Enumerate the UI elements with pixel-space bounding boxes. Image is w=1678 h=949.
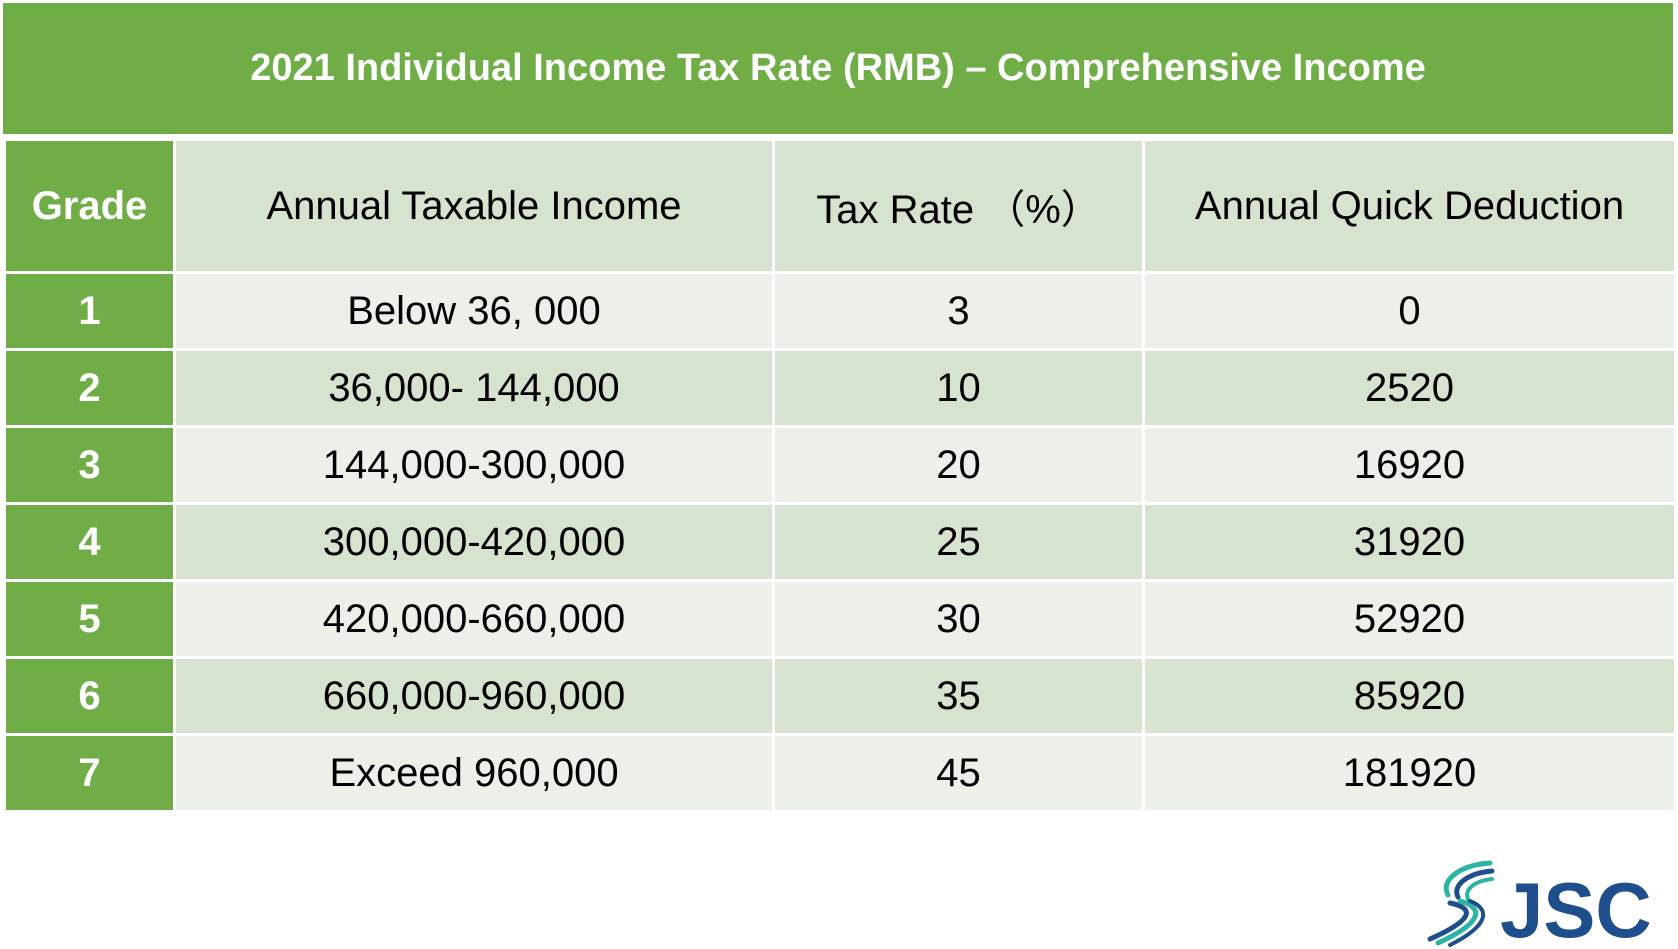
grade-cell: 2: [3, 348, 176, 428]
income-cell: 300,000-420,000: [173, 502, 775, 582]
table-row: 2 36,000- 144,000 10 2520: [3, 348, 1677, 428]
deduction-cell: 85920: [1142, 656, 1677, 736]
table-title: 2021 Individual Income Tax Rate (RMB) – …: [3, 3, 1673, 134]
grade-cell: 3: [3, 425, 176, 505]
table-row: 3 144,000-300,000 20 16920: [3, 425, 1677, 505]
table-row: 1 Below 36, 000 3 0: [3, 271, 1677, 351]
header-deduction: Annual Quick Deduction: [1142, 138, 1677, 274]
table-row: 5 420,000-660,000 30 52920: [3, 579, 1677, 659]
header-income: Annual Taxable Income: [173, 138, 775, 274]
table-row: 6 660,000-960,000 35 85920: [3, 656, 1677, 736]
header-grade: Grade: [3, 138, 176, 274]
rate-cell: 25: [772, 502, 1145, 582]
income-cell: Below 36, 000: [173, 271, 775, 351]
deduction-cell: 31920: [1142, 502, 1677, 582]
grade-cell: 4: [3, 502, 176, 582]
income-cell: 144,000-300,000: [173, 425, 775, 505]
tax-rate-table: Grade Annual Taxable Income Tax Rate （%）…: [3, 138, 1677, 813]
header-rate: Tax Rate （%）: [772, 138, 1145, 274]
rate-cell: 35: [772, 656, 1145, 736]
deduction-cell: 0: [1142, 271, 1677, 351]
rate-cell: 30: [772, 579, 1145, 659]
jsc-logo: JSC: [1427, 860, 1652, 947]
deduction-cell: 16920: [1142, 425, 1677, 505]
table-row: 7 Exceed 960,000 45 181920: [3, 733, 1677, 813]
grade-cell: 6: [3, 656, 176, 736]
deduction-cell: 52920: [1142, 579, 1677, 659]
rate-cell: 45: [772, 733, 1145, 813]
income-cell: 420,000-660,000: [173, 579, 775, 659]
income-cell: 36,000- 144,000: [173, 348, 775, 428]
header-row: Grade Annual Taxable Income Tax Rate （%）…: [3, 138, 1677, 274]
rate-cell: 10: [772, 348, 1145, 428]
rate-cell: 3: [772, 271, 1145, 351]
table-row: 4 300,000-420,000 25 31920: [3, 502, 1677, 582]
income-cell: 660,000-960,000: [173, 656, 775, 736]
rate-cell: 20: [772, 425, 1145, 505]
deduction-cell: 2520: [1142, 348, 1677, 428]
deduction-cell: 181920: [1142, 733, 1677, 813]
grade-cell: 1: [3, 271, 176, 351]
grade-cell: 5: [3, 579, 176, 659]
logo-text: JSC: [1500, 866, 1652, 947]
income-cell: Exceed 960,000: [173, 733, 775, 813]
grade-cell: 7: [3, 733, 176, 813]
